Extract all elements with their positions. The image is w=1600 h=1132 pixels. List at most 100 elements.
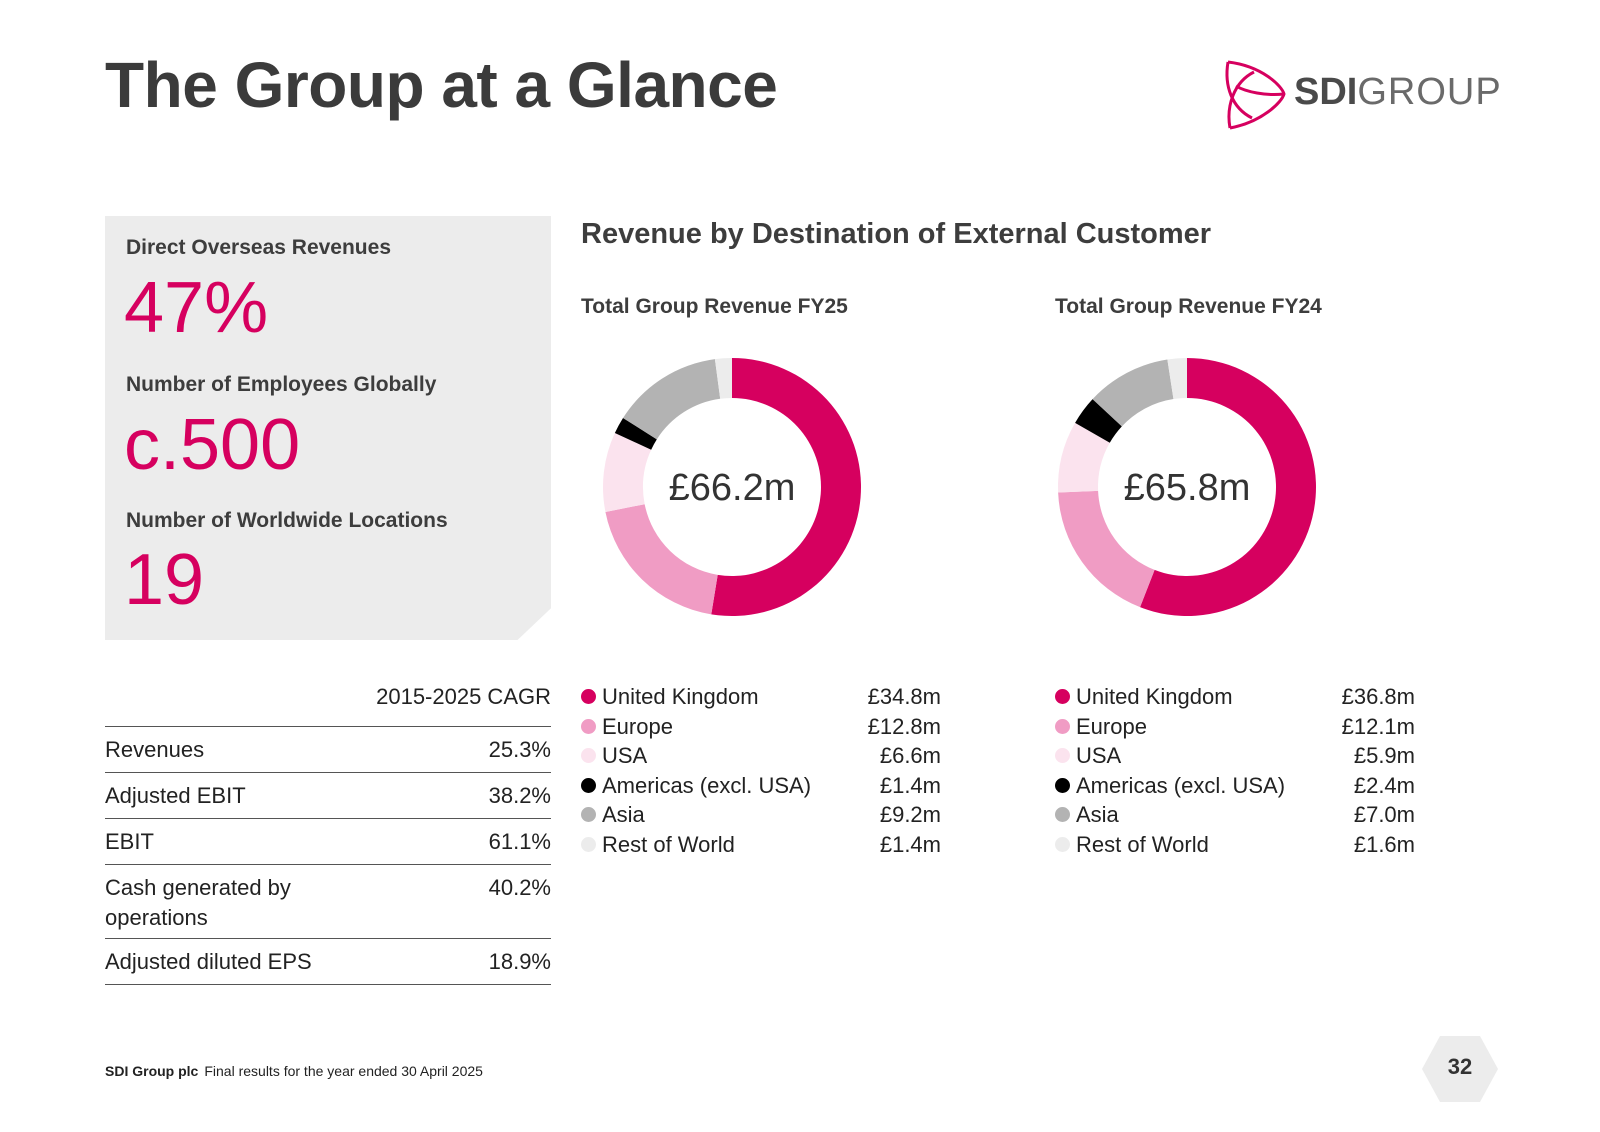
- legend-label: Rest of World: [1076, 831, 1209, 857]
- table-row: Cash generated by operations 40.2%: [105, 864, 551, 938]
- key-stats-panel: Direct Overseas Revenues 47% Number of E…: [105, 216, 551, 640]
- legend-value: £12.8m: [867, 713, 941, 739]
- legend-item: Europe £12.8m: [581, 712, 941, 742]
- sdi-triquetra-icon: [1225, 60, 1286, 130]
- legend-swatch: [1055, 836, 1070, 852]
- stat-value-overseas: 47%: [124, 268, 269, 348]
- cagr-row-value: 61.1%: [488, 829, 551, 854]
- stat-value-locations: 19: [124, 540, 205, 620]
- table-row: EBIT 61.1%: [105, 818, 551, 864]
- legend-swatch: [1055, 689, 1070, 704]
- page-number: 32: [1447, 1054, 1473, 1079]
- cagr-row-label: Cash generated by operations: [105, 875, 291, 930]
- legend-item: Asia £7.0m: [1055, 800, 1415, 830]
- legend-value: £1.4m: [879, 772, 941, 798]
- legend-label: Europe: [602, 713, 673, 739]
- legend-swatch: [581, 777, 596, 793]
- cagr-row-value: 18.9%: [488, 949, 551, 974]
- donut-slice: [711, 358, 861, 616]
- logo-bold-text: SDI: [1294, 71, 1358, 113]
- legend-item: Rest of World £1.6m: [1055, 830, 1415, 860]
- table-row: Revenues 25.3%: [105, 726, 551, 772]
- page-title: The Group at a Glance: [105, 49, 778, 121]
- page-number-badge: 32: [1420, 1034, 1500, 1104]
- company-logo: SDIGROUP: [1222, 56, 1512, 136]
- legend-item: Asia £9.2m: [581, 800, 941, 830]
- cagr-row-label: Adjusted EBIT: [105, 783, 246, 808]
- legend-item: United Kingdom £34.8m: [581, 682, 941, 712]
- legend-swatch: [581, 718, 596, 734]
- legend-value: £34.8m: [867, 684, 941, 709]
- legend-swatch: [581, 689, 596, 704]
- donut-slice: [714, 358, 732, 399]
- footer-company: SDI Group plc: [105, 1063, 199, 1079]
- hexagon-icon: [1422, 1036, 1498, 1102]
- legend-item: United Kingdom £36.8m: [1055, 682, 1415, 712]
- donut-slice: [1167, 358, 1187, 400]
- legend-item: Europe £12.1m: [1055, 712, 1415, 742]
- legend-value: £5.9m: [1353, 743, 1415, 769]
- table-row: Adjusted diluted EPS 18.9%: [105, 938, 551, 984]
- legend-label: Asia: [1076, 802, 1119, 828]
- legend-value: £1.6m: [1353, 831, 1415, 857]
- legend-item: Americas (excl. USA) £1.4m: [581, 771, 941, 801]
- legend-label: USA: [1076, 743, 1122, 769]
- legend-label: Rest of World: [602, 831, 735, 857]
- legend-item: Americas (excl. USA) £2.4m: [1055, 771, 1415, 801]
- table-row: Adjusted EBIT 38.2%: [105, 772, 551, 818]
- chart-title-fy25: Total Group Revenue FY25: [581, 295, 848, 318]
- legend-value: £36.8m: [1341, 684, 1415, 709]
- donut-slice: [1058, 422, 1110, 493]
- donut-slice: [1058, 490, 1155, 608]
- logo-wordmark: SDIGROUP: [1294, 71, 1502, 114]
- donut-center-total-fy24: £65.8m: [1124, 467, 1251, 509]
- stat-value-employees: c.500: [124, 405, 301, 485]
- cagr-row-label: EBIT: [105, 829, 154, 854]
- footer-text: Final results for the year ended 30 Apri…: [204, 1063, 483, 1079]
- donut-slice: [1075, 399, 1122, 443]
- stat-label-employees: Number of Employees Globally: [126, 373, 437, 396]
- donut-slice: [1140, 358, 1316, 616]
- legend-label: United Kingdom: [602, 684, 759, 709]
- cagr-row-value: 38.2%: [488, 783, 551, 808]
- legend-item: USA £6.6m: [581, 741, 941, 771]
- donut-chart-fy25: £66.2m: [603, 358, 861, 616]
- section-title: Revenue by Destination of External Custo…: [581, 218, 1212, 250]
- legend-item: Rest of World £1.4m: [581, 830, 941, 860]
- donut-slice: [623, 359, 721, 440]
- legend-label: USA: [602, 743, 648, 769]
- cagr-row-value: 40.2%: [488, 875, 551, 900]
- legend-label: Americas (excl. USA): [1076, 772, 1286, 798]
- cagr-row-label: Revenues: [105, 737, 205, 762]
- legend-label: Europe: [1076, 713, 1147, 739]
- footer: SDI Group plc Final results for the year …: [105, 1063, 483, 1079]
- legend-swatch: [1055, 718, 1070, 734]
- donut-center-total-fy25: £66.2m: [669, 467, 796, 509]
- legend-label: Asia: [602, 802, 645, 828]
- legend-swatch: [1055, 748, 1070, 764]
- cagr-header: 2015-2025 CAGR: [376, 684, 551, 709]
- table-bottom-rule: [105, 984, 551, 985]
- legend-value: £2.4m: [1353, 772, 1415, 798]
- legend-value: £1.4m: [879, 831, 941, 857]
- donut-slice: [603, 433, 652, 512]
- legend-value: £9.2m: [879, 802, 941, 828]
- cagr-row-label: Adjusted diluted EPS: [105, 949, 312, 974]
- cagr-table: 2015-2025 CAGR Revenues 25.3% Adjusted E…: [105, 684, 551, 985]
- donut-chart-fy24: £65.8m: [1058, 358, 1316, 616]
- logo-light-text: GROUP: [1357, 71, 1502, 113]
- donut-slice: [614, 417, 657, 450]
- chart-title-fy24: Total Group Revenue FY24: [1055, 295, 1322, 318]
- legend-label: Americas (excl. USA): [602, 772, 812, 798]
- legend-swatch: [1055, 777, 1070, 793]
- legend-fy25: United Kingdom £34.8m Europe £12.8m USA £6.6m…: [581, 682, 941, 860]
- legend-fy24: United Kingdom £36.8m Europe £12.1m USA £5.9m…: [1055, 682, 1415, 860]
- legend-label: United Kingdom: [1076, 684, 1233, 709]
- donut-slice: [605, 504, 718, 615]
- cagr-row-value: 25.3%: [488, 737, 551, 762]
- donut-slice: [1092, 359, 1174, 427]
- legend-swatch: [1055, 807, 1070, 823]
- legend-value: £7.0m: [1353, 802, 1415, 828]
- stat-label-overseas: Direct Overseas Revenues: [126, 236, 391, 259]
- legend-swatch: [581, 748, 596, 764]
